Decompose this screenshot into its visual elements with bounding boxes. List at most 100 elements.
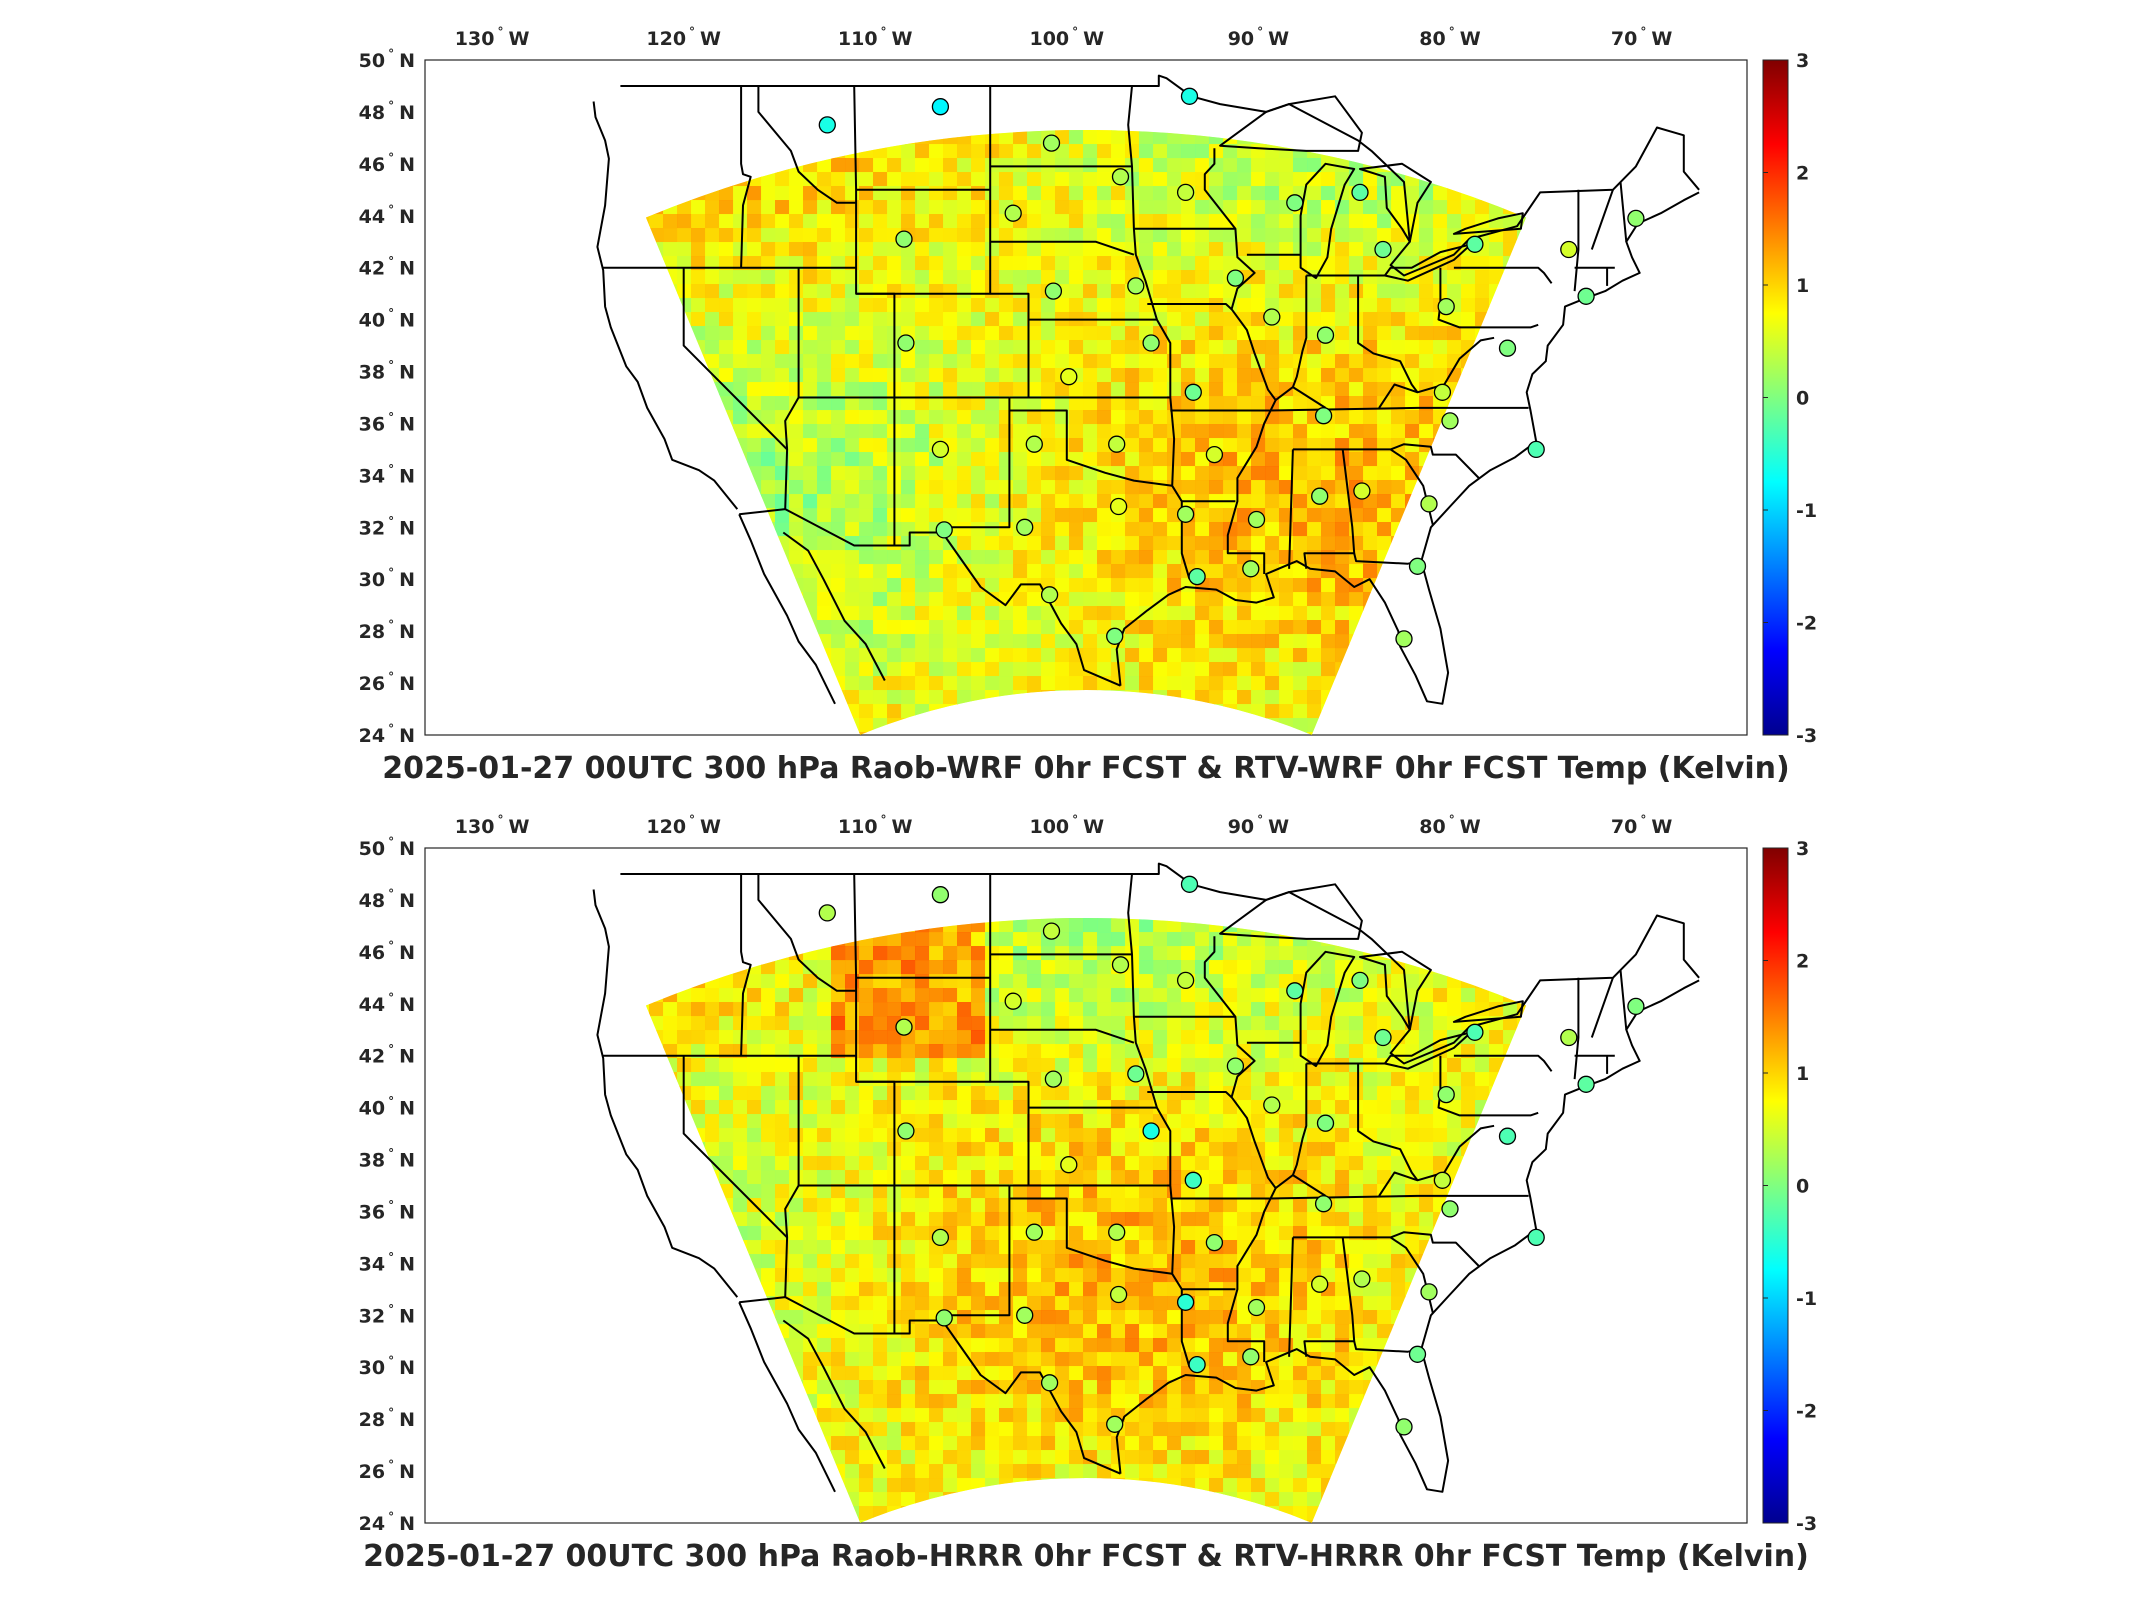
raob-station-marker: [1396, 1419, 1412, 1435]
raob-station-marker: [1375, 1030, 1391, 1046]
raob-station-marker: [932, 441, 948, 457]
raob-station-marker: [1109, 1224, 1125, 1240]
raob-station-marker: [1044, 923, 1060, 939]
longitude-tick-label: 100°W: [1029, 813, 1104, 838]
raob-station-marker: [1113, 169, 1129, 185]
raob-station-marker: [1243, 1349, 1259, 1365]
longitude-tick-label: 130°W: [455, 25, 530, 50]
raob-station-marker: [1421, 1284, 1437, 1300]
raob-station-marker: [1061, 369, 1077, 385]
latitude-tick-label: 48°N: [359, 887, 415, 912]
latitude-tick-label: 24°N: [359, 1510, 415, 1535]
raob-station-marker: [932, 99, 948, 115]
colorbar-tick-label: 1: [1796, 1063, 1809, 1085]
raob-station-marker: [1500, 1128, 1516, 1144]
raob-station-marker: [1438, 299, 1454, 315]
raob-station-marker: [1396, 631, 1412, 647]
raob-station-marker: [1042, 587, 1058, 603]
raob-station-marker: [1316, 408, 1332, 424]
longitude-tick-label: 80°W: [1419, 25, 1480, 50]
raob-station-marker: [1042, 1375, 1058, 1391]
latitude-tick-label: 36°N: [359, 1199, 415, 1224]
raob-station-marker: [1143, 335, 1159, 351]
raob-station-marker: [1182, 88, 1198, 104]
raob-station-marker: [1287, 195, 1303, 211]
raob-station-marker: [1287, 983, 1303, 999]
latitude-tick-label: 28°N: [359, 1406, 415, 1431]
longitude-tick-label: 130°W: [455, 813, 530, 838]
raob-station-marker: [1318, 1115, 1334, 1131]
colorbar-tick-label: -1: [1796, 1288, 1817, 1310]
latitude-tick-label: 30°N: [359, 1354, 415, 1379]
latitude-tick-label: 34°N: [359, 462, 415, 487]
raob-station-marker: [1421, 496, 1437, 512]
raob-station-marker: [1109, 436, 1125, 452]
latitude-tick-label: 34°N: [359, 1250, 415, 1275]
raob-station-marker: [1528, 1229, 1544, 1245]
latitude-tick-label: 44°N: [359, 203, 415, 228]
raob-station-marker: [898, 1123, 914, 1139]
latitude-tick-label: 42°N: [359, 1043, 415, 1068]
raob-station-marker: [1111, 499, 1127, 515]
raob-station-marker: [1005, 205, 1021, 221]
raob-station-marker: [1045, 1071, 1061, 1087]
raob-station-marker: [898, 335, 914, 351]
raob-station-marker: [1375, 242, 1391, 258]
raob-station-marker: [1312, 488, 1328, 504]
raob-station-marker: [936, 522, 952, 538]
raob-station-marker: [1206, 447, 1222, 463]
colorbar-tick-label: 3: [1796, 50, 1809, 72]
colorbar-tick-label: 2: [1796, 951, 1809, 973]
raob-station-marker: [1017, 1307, 1033, 1323]
raob-station-marker: [1442, 1201, 1458, 1217]
latitude-tick-label: 28°N: [359, 618, 415, 643]
raob-station-marker: [1227, 270, 1243, 286]
raob-station-marker: [1107, 1416, 1123, 1432]
raob-station-marker: [1185, 384, 1201, 400]
raob-station-marker: [1442, 413, 1458, 429]
raob-station-marker: [1189, 1357, 1205, 1373]
raob-station-marker: [819, 905, 835, 921]
raob-station-marker: [1243, 561, 1259, 577]
latitude-tick-label: 32°N: [359, 514, 415, 539]
raob-station-marker: [1312, 1276, 1328, 1292]
latitude-tick-label: 40°N: [359, 307, 415, 332]
latitude-tick-label: 32°N: [359, 1302, 415, 1327]
raob-station-marker: [1628, 210, 1644, 226]
latitude-tick-labels: 50°N48°N46°N44°N42°N40°N38°N36°N34°N32°N…: [359, 835, 415, 1535]
latitude-tick-label: 36°N: [359, 411, 415, 436]
latitude-tick-label: 44°N: [359, 991, 415, 1016]
raob-station-marker: [1318, 327, 1334, 343]
raob-station-marker: [1178, 184, 1194, 200]
longitude-tick-label: 80°W: [1419, 813, 1480, 838]
latitude-tick-label: 40°N: [359, 1095, 415, 1120]
raob-station-marker: [1026, 1224, 1042, 1240]
colorbar-tick-label: 0: [1796, 1176, 1809, 1198]
raob-station-marker: [1628, 998, 1644, 1014]
raob-station-marker: [1178, 1294, 1194, 1310]
raob-station-marker: [1206, 1235, 1222, 1251]
raob-station-marker: [1410, 1346, 1426, 1362]
panel-title: 2025-01-27 00UTC 300 hPa Raob-HRRR 0hr F…: [363, 1539, 1809, 1574]
latitude-tick-label: 26°N: [359, 1458, 415, 1483]
colorbar-tick-label: 0: [1796, 388, 1809, 410]
raob-station-marker: [1467, 1024, 1483, 1040]
raob-station-marker: [1528, 441, 1544, 457]
panel-title: 2025-01-27 00UTC 300 hPa Raob-WRF 0hr FC…: [382, 751, 1790, 786]
raob-station-marker: [1178, 506, 1194, 522]
colorbar-tick-label: -3: [1796, 1513, 1817, 1535]
raob-station-marker: [1061, 1157, 1077, 1173]
longitude-tick-label: 90°W: [1228, 25, 1289, 50]
raob-station-marker: [1500, 340, 1516, 356]
raob-station-marker: [1316, 1196, 1332, 1212]
raob-station-marker: [1467, 236, 1483, 252]
raob-station-marker: [1189, 569, 1205, 585]
latitude-tick-labels: 50°N48°N46°N44°N42°N40°N38°N36°N34°N32°N…: [359, 47, 415, 747]
raob-station-marker: [1026, 436, 1042, 452]
latitude-tick-label: 30°N: [359, 566, 415, 591]
longitude-tick-label: 70°W: [1611, 25, 1672, 50]
colorbar-tick-label: -2: [1796, 613, 1817, 635]
